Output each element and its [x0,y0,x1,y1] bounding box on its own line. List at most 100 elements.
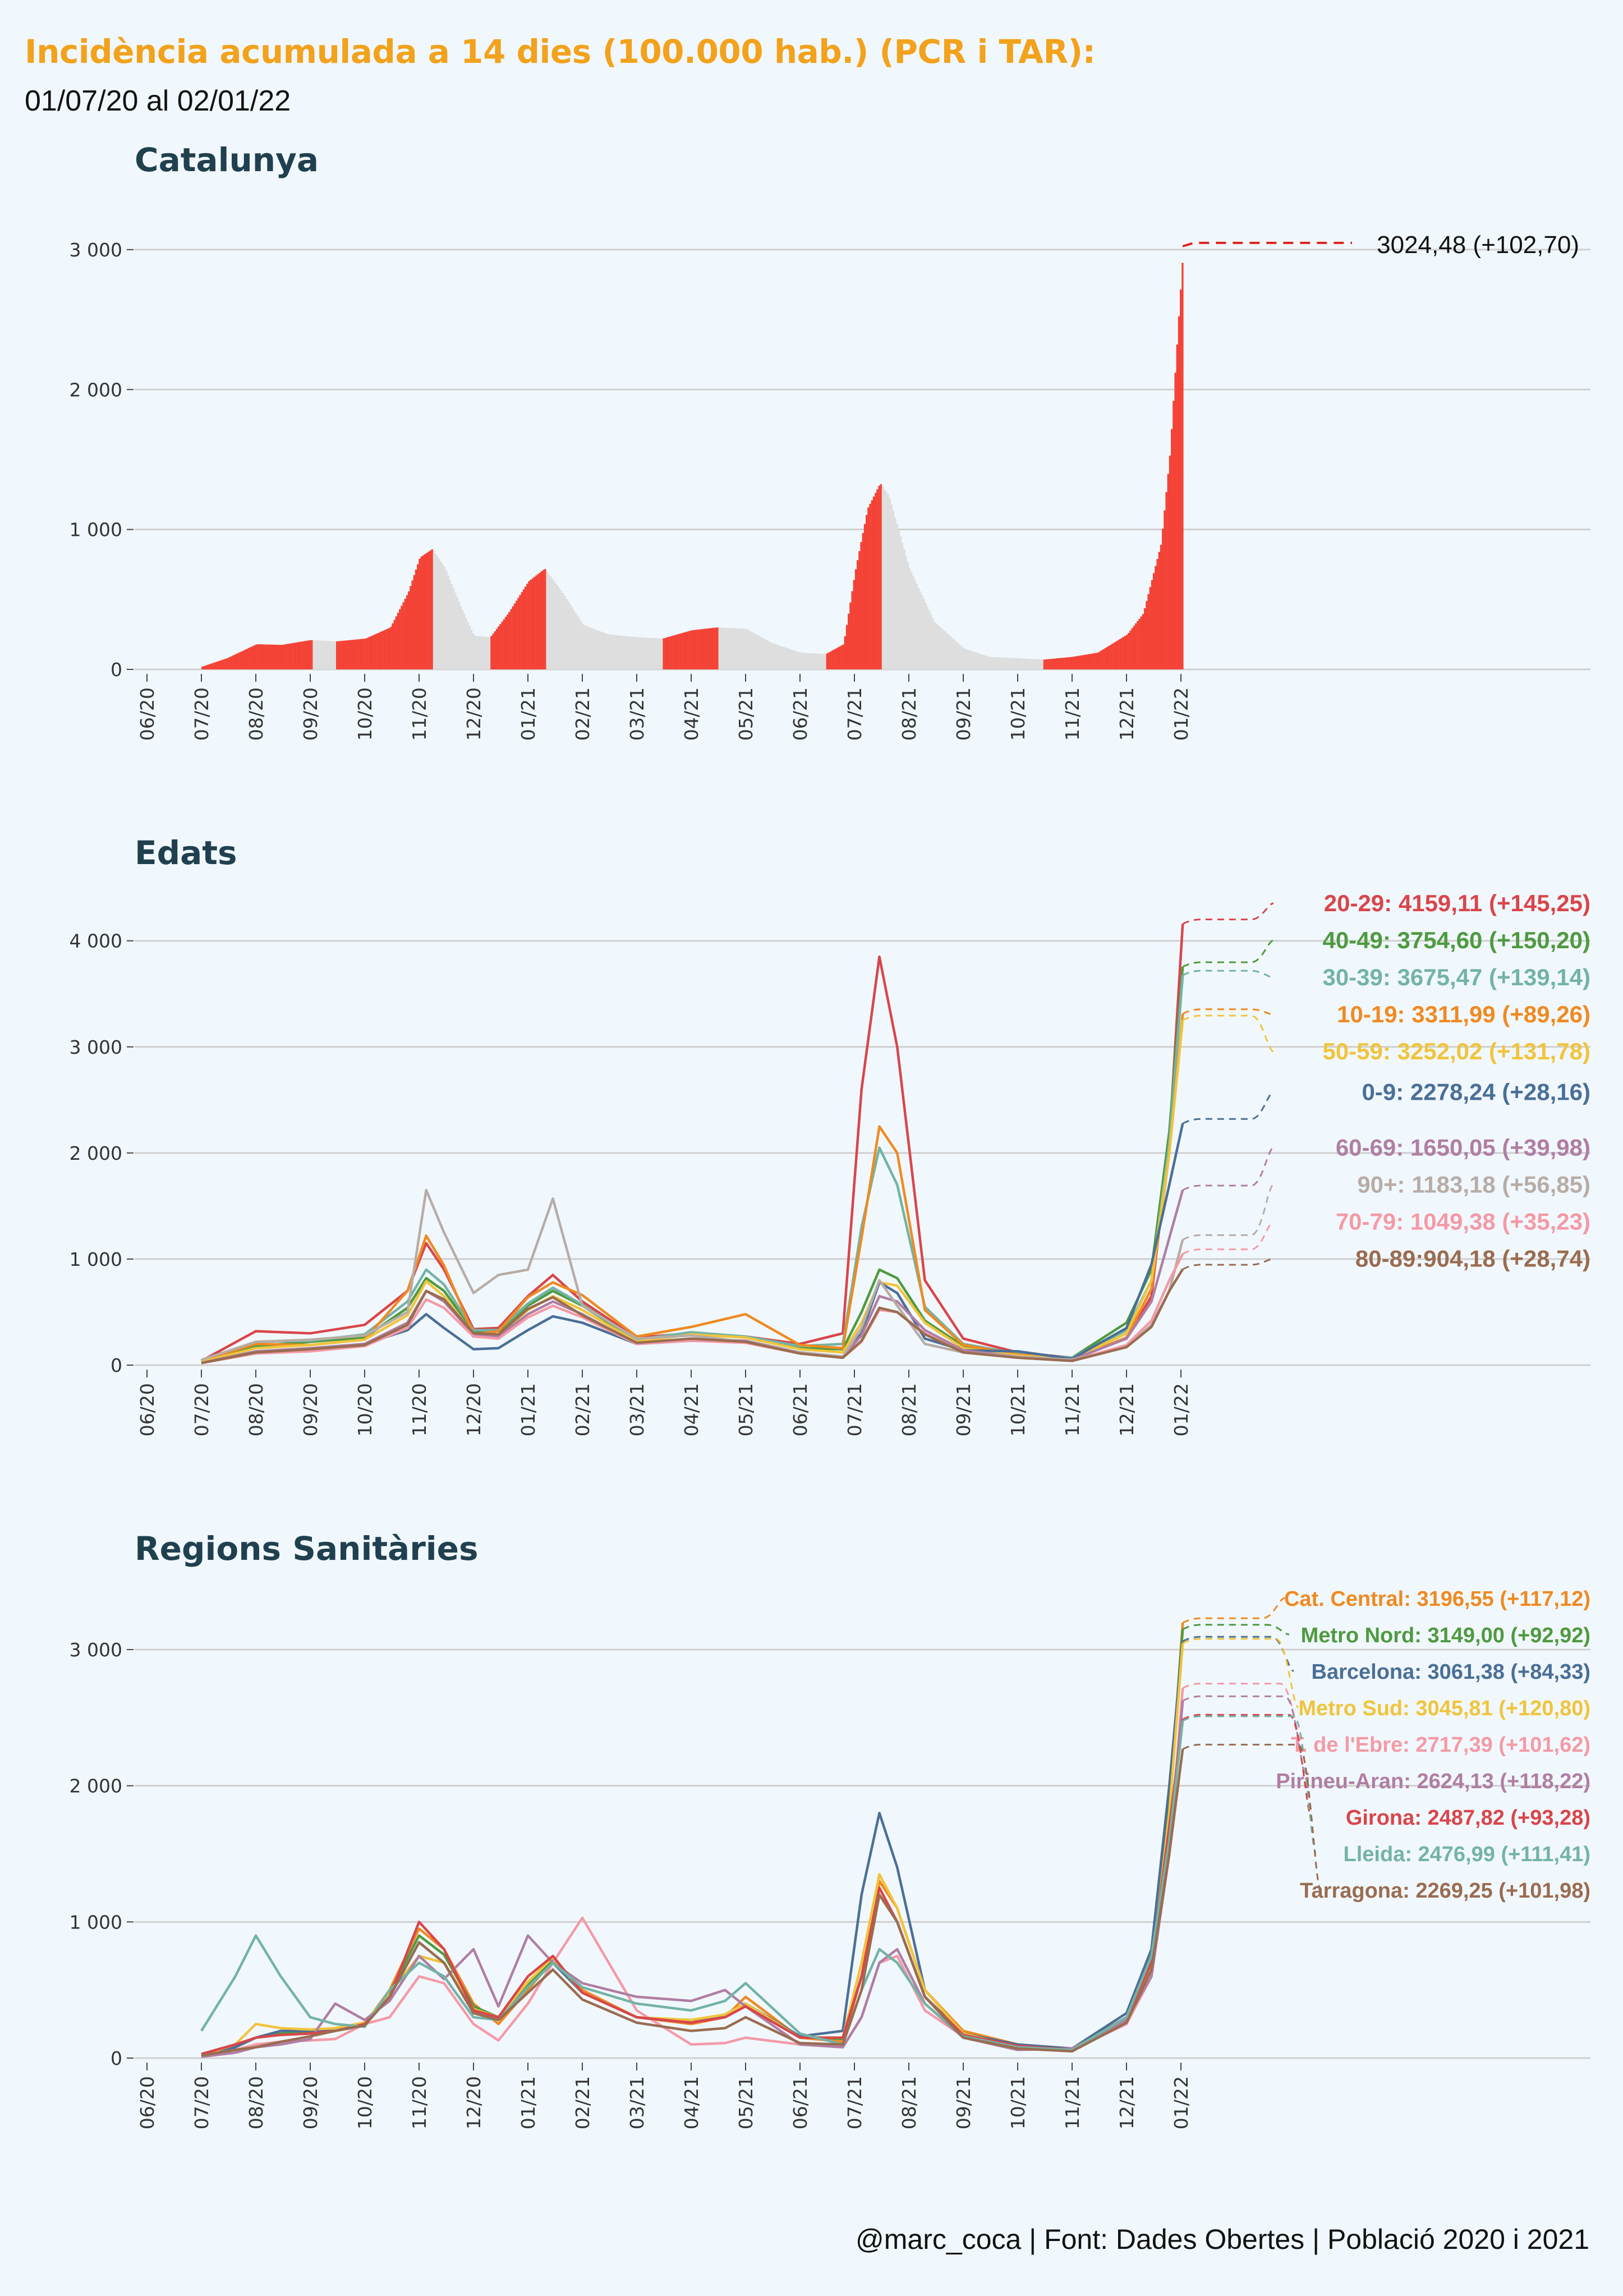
bar [565,599,568,669]
y-tick-label: 0 [111,1354,122,1376]
bar [402,602,404,669]
x-tick-label: 11/20 [408,2076,430,2129]
bar [779,645,781,669]
bar [1029,659,1031,669]
bar [408,591,410,669]
x-tick-label: 11/21 [1061,2076,1083,2129]
bar [305,641,307,669]
bar [688,631,690,669]
bar [953,640,956,669]
bar [293,642,295,669]
bar [605,633,608,669]
bar [368,637,370,669]
bar [659,638,661,669]
bar [752,632,755,669]
bar [863,524,866,669]
bar [271,644,274,669]
bar [860,542,862,669]
bar [1126,635,1128,669]
bar [436,556,439,669]
bar [783,647,785,669]
bar [848,613,850,669]
bar [621,636,624,669]
bar [492,633,494,669]
bar [720,627,723,669]
bar [415,570,417,669]
bar [230,656,232,669]
bar [673,635,675,669]
bar [287,644,289,669]
bar [578,618,581,669]
bar [650,637,652,669]
bar [535,575,537,669]
bar [426,553,428,669]
bar [625,636,627,669]
bar [435,553,437,669]
bar [975,652,977,669]
x-tick-label: 11/21 [1061,1383,1083,1436]
bar [321,640,324,669]
bar [286,644,288,669]
y-tick-label: 1 000 [70,1911,122,1933]
x-tick-label: 03/21 [626,687,648,741]
bar [424,554,426,669]
bar [583,625,586,669]
bar [406,595,408,669]
x-tick-label: 08/20 [245,2076,267,2129]
bar [1133,626,1135,669]
bar [664,637,666,669]
bar [1092,653,1094,669]
bar [528,581,530,669]
bar [352,640,355,669]
end-connector [1182,1184,1275,1241]
bar [250,647,252,669]
bar [1088,654,1091,669]
bar [619,635,622,669]
bar [1058,658,1060,669]
bar [316,640,319,669]
bar [982,655,985,669]
end-connector [1182,1091,1274,1124]
bar [1014,658,1017,669]
bar [1025,658,1028,669]
bar [323,640,325,669]
bar [365,639,367,669]
bar [1117,640,1119,669]
bar [312,640,315,669]
bar [862,532,864,669]
bar [485,636,487,669]
bar [526,584,528,669]
bar [284,644,286,669]
bar [330,641,333,669]
bar [463,614,466,669]
bar [610,635,613,669]
bar [246,649,249,669]
bar [1167,474,1169,669]
bar [1135,623,1137,669]
y-tick-label: 2 000 [70,379,122,401]
chart-subtitle: 01/07/20 al 02/01/22 [25,85,291,117]
x-tick-label: 09/21 [953,2076,974,2129]
bar [959,644,961,669]
bar [677,634,679,669]
end-connector [1182,970,1274,979]
bar [560,590,563,669]
bar [1027,659,1029,669]
bar [1045,659,1047,669]
bar [598,631,600,669]
y-tick-label: 0 [111,2047,122,2069]
series-line-cat-central [201,1622,1184,2057]
bar [679,633,681,669]
bar [477,636,480,669]
bar [962,648,965,669]
bar [264,644,266,669]
bar [1162,529,1164,669]
bar [1095,653,1097,669]
x-tick-label: 07/21 [844,2076,866,2129]
bar [517,598,519,669]
bar [347,640,349,669]
panel-title: Edats [135,834,237,872]
bar [878,485,880,669]
bar [1171,429,1173,669]
